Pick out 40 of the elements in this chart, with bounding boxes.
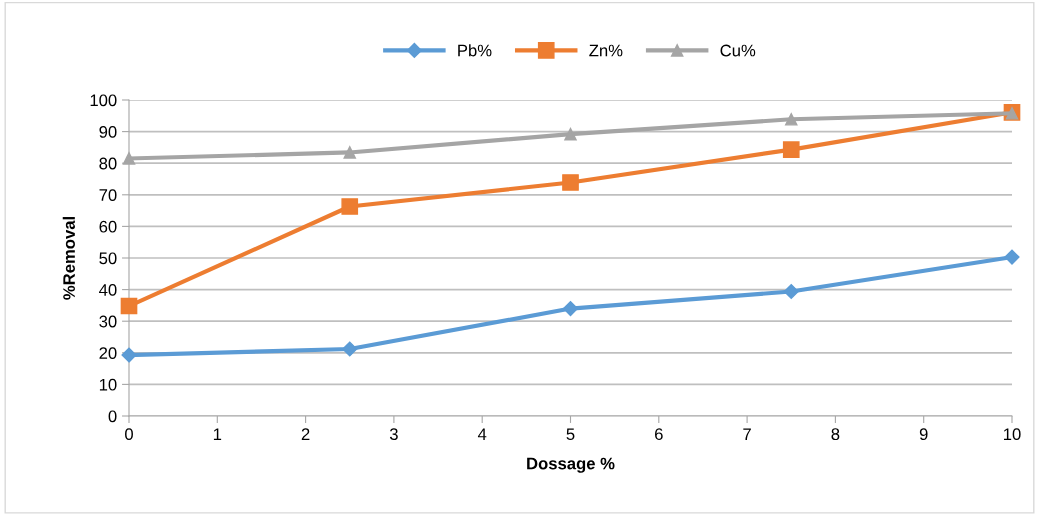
y-tick-label: 30 [99, 315, 117, 328]
y-tick-label: 60 [99, 220, 117, 233]
point [562, 174, 579, 191]
legend-label: Cu% [720, 44, 756, 57]
y-tick-label: 10 [99, 378, 117, 391]
x-tick-label: 2 [301, 428, 310, 440]
x-tick-label: 4 [477, 428, 487, 440]
point [783, 283, 799, 300]
x-tick-label: 8 [831, 428, 840, 441]
y-tick-label: 40 [99, 284, 117, 296]
y-tick-label: 90 [99, 126, 117, 138]
point [564, 127, 577, 141]
y-tick-label: 100 [90, 94, 117, 107]
y-tick-label: 20 [99, 347, 117, 359]
point [120, 297, 138, 315]
point [562, 300, 579, 317]
point [784, 113, 798, 126]
point [1004, 249, 1020, 265]
x-tick-label: 7 [743, 428, 751, 440]
point [122, 152, 136, 165]
x-tick-label: 1 [213, 428, 222, 440]
x-tick-label: 5 [566, 428, 575, 441]
x-tick-label: 3 [389, 428, 398, 441]
y-tick-label: 80 [99, 157, 117, 170]
point [341, 198, 359, 215]
y-tick-label: 70 [99, 189, 117, 201]
point [121, 347, 137, 363]
point [342, 341, 358, 357]
x-tick-label: 6 [655, 428, 663, 441]
y-axis-title: %Removal [62, 217, 75, 300]
x-tick-label: 0 [125, 428, 133, 441]
x-tick-label: 10 [1004, 428, 1021, 441]
legend-label: Pb% [458, 44, 492, 57]
y-tick-label: 50 [99, 252, 117, 265]
point [343, 146, 357, 159]
x-tick-label: 9 [919, 428, 928, 441]
point [782, 141, 800, 158]
x-axis-title: Dossage % [527, 457, 615, 473]
legend-label: Zn% [589, 44, 623, 57]
y-tick-label: 0 [108, 410, 117, 423]
